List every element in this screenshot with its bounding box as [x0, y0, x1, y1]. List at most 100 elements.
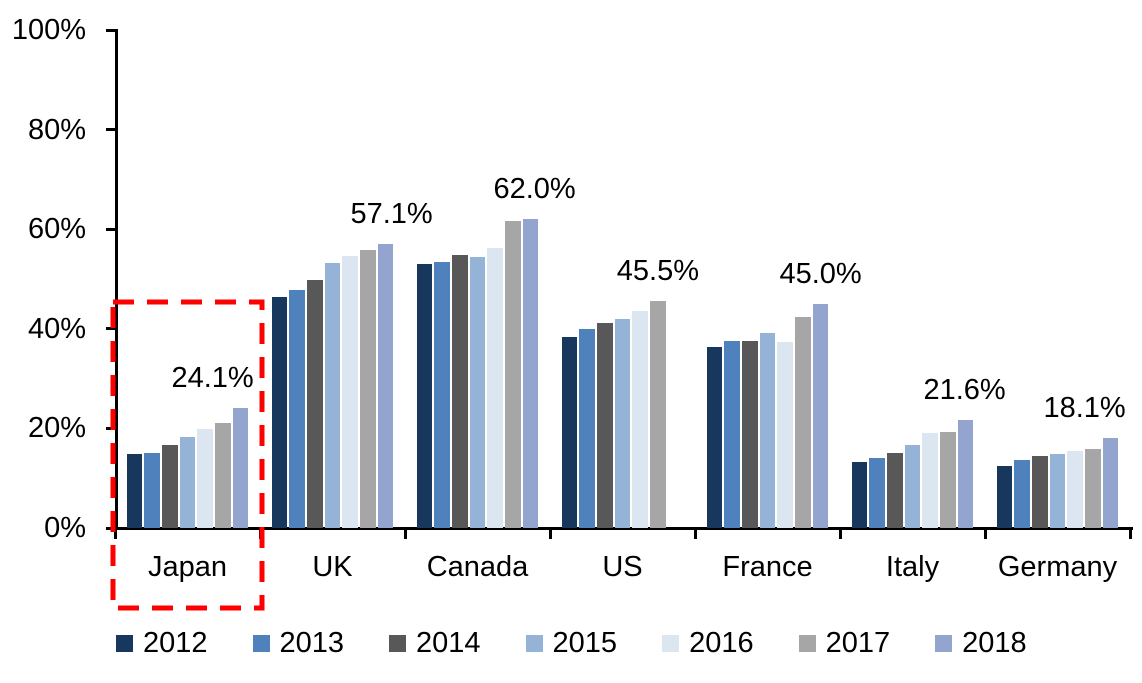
bar-slot: [904, 30, 921, 528]
bar-slot: [922, 30, 938, 528]
bar-japan-2016: [197, 428, 213, 528]
value-label-france: 45.0%: [779, 257, 862, 290]
bar-italy-2018: [957, 420, 974, 528]
bar-slot: [706, 30, 723, 528]
bar-germany-2012: [996, 466, 1013, 528]
legend-item-2013: 2013: [252, 626, 344, 660]
bar-slot: [416, 30, 433, 528]
bar-uk-2014: [307, 279, 323, 528]
bar-slot: [232, 30, 249, 528]
bar-canada-2018: [522, 219, 539, 528]
bar-slot: [487, 30, 503, 528]
legend-item-2012: 2012: [116, 626, 208, 660]
bar-italy-2013: [869, 458, 885, 528]
x-axis-line: [115, 527, 1133, 530]
bar-italy-2012: [851, 462, 868, 528]
y-axis-line: [115, 29, 118, 530]
x-tick-mark: [1129, 529, 1132, 539]
bar-group-japan: [115, 30, 260, 528]
y-tick-mark-60%: [106, 227, 116, 231]
bar-slot: [505, 30, 521, 528]
bar-slot: [795, 30, 811, 528]
bar-slot: [940, 30, 956, 528]
bar-japan-2018: [232, 407, 249, 528]
bar-slot: [561, 30, 578, 528]
x-tick-mark: [114, 529, 117, 539]
bar-slot: [759, 30, 776, 528]
bar-japan-2015: [179, 437, 196, 528]
legend-swatch-2017: [798, 634, 816, 652]
bar-slot: [1032, 30, 1048, 528]
bar-canada-2015: [469, 257, 486, 528]
legend-swatch-2014: [389, 634, 407, 652]
bar-slot: [869, 30, 885, 528]
bar-us-2017: [650, 301, 666, 528]
bar-slot: [126, 30, 143, 528]
x-tick-mark: [549, 529, 552, 539]
bar-italy-2017: [940, 431, 956, 528]
bar-japan-2017: [215, 422, 231, 528]
y-tick-mark-100%: [106, 28, 116, 32]
value-label-germany: 18.1%: [1043, 391, 1126, 424]
legend-label-2016: 2016: [689, 627, 754, 659]
bar-germany-2015: [1049, 454, 1066, 528]
bar-canada-2012: [416, 264, 433, 528]
bar-uk-2013: [289, 289, 305, 528]
bar-france-2016: [777, 342, 793, 528]
y-axis-tick-label: 0%: [44, 512, 86, 544]
bar-slot: [887, 30, 903, 528]
y-axis-tick-label: 20%: [27, 412, 86, 445]
category-label-us: US: [602, 551, 643, 583]
bar-us-2015: [614, 318, 631, 528]
x-tick-mark: [839, 529, 842, 539]
bar-slot: [197, 30, 213, 528]
bar-slot: [360, 30, 376, 528]
bar-slot: [597, 30, 613, 528]
y-tick-mark-80%: [106, 128, 116, 132]
legend-swatch-2013: [252, 634, 270, 652]
bar-france-2017: [795, 317, 811, 528]
bar-japan-2012: [126, 454, 143, 528]
bar-slot: [162, 30, 178, 528]
bar-slot: [632, 30, 648, 528]
y-axis-tick-label: 40%: [27, 312, 86, 345]
bar-japan-2013: [144, 452, 160, 528]
x-tick-mark: [259, 529, 262, 539]
bar-group-canada: [405, 30, 550, 528]
bar-slot: [1102, 30, 1119, 528]
x-tick-mark: [694, 529, 697, 539]
value-label-uk: 57.1%: [350, 197, 433, 230]
bar-germany-2014: [1032, 456, 1048, 528]
bar-slot: [650, 30, 666, 528]
bar-slot: [179, 30, 196, 528]
bar-uk-2016: [342, 255, 358, 528]
bar-italy-2014: [887, 452, 903, 528]
legend-swatch-2015: [525, 634, 543, 652]
bar-slot: [215, 30, 231, 528]
bar-uk-2017: [360, 250, 376, 528]
bar-slot: [1014, 30, 1030, 528]
bar-slot: [1049, 30, 1066, 528]
legend-label-2012: 2012: [143, 627, 208, 659]
bar-us-2012: [561, 337, 578, 528]
bar-slot: [579, 30, 595, 528]
bar-germany-2013: [1014, 459, 1030, 528]
legend-label-2018: 2018: [962, 627, 1027, 659]
y-axis-tick-label: 80%: [27, 113, 86, 146]
bar-france-2018: [812, 303, 829, 528]
value-label-italy: 21.6%: [923, 374, 1006, 407]
bar-slot: [342, 30, 358, 528]
plot-area: [115, 30, 1130, 528]
bar-germany-2016: [1067, 451, 1083, 528]
y-axis-tick-label: 60%: [27, 213, 86, 246]
legend-item-2014: 2014: [389, 626, 481, 660]
value-label-us: 45.5%: [616, 255, 699, 288]
bar-uk-2018: [377, 243, 394, 528]
bar-slot: [522, 30, 539, 528]
bar-france-2014: [742, 340, 758, 528]
legend-item-2015: 2015: [525, 626, 617, 660]
bar-slot: [452, 30, 468, 528]
bar-slot: [1085, 30, 1101, 528]
bar-slot: [957, 30, 974, 528]
